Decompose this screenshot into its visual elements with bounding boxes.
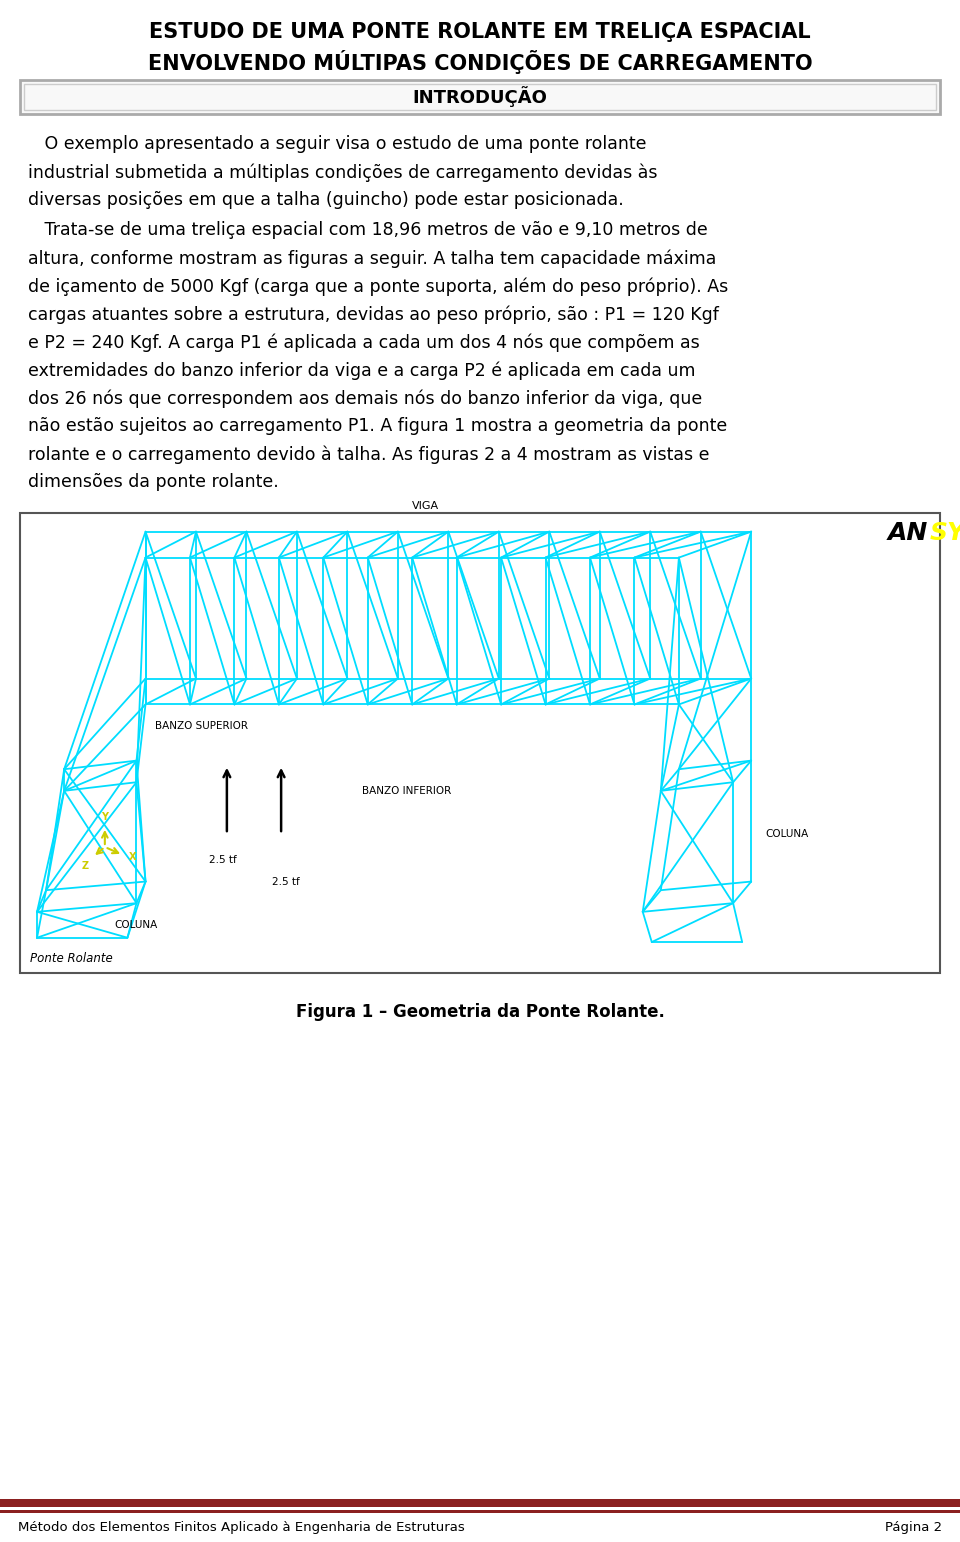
Text: Ponte Rolante: Ponte Rolante — [30, 951, 112, 965]
Text: BANZO INFERIOR: BANZO INFERIOR — [363, 786, 452, 796]
Text: Figura 1 – Geometria da Ponte Rolante.: Figura 1 – Geometria da Ponte Rolante. — [296, 1002, 664, 1021]
Text: AN: AN — [888, 521, 928, 544]
Text: industrial submetida a múltiplas condições de carregamento devidas às: industrial submetida a múltiplas condiçõ… — [28, 163, 658, 182]
Text: 2.5 tf: 2.5 tf — [209, 854, 236, 865]
Bar — [24, 83, 936, 109]
Bar — [0, 1510, 960, 1513]
Text: O exemplo apresentado a seguir visa o estudo de uma ponte rolante: O exemplo apresentado a seguir visa o es… — [28, 136, 646, 153]
Text: dos 26 nós que correspondem aos demais nós do banzo inferior da viga, que: dos 26 nós que correspondem aos demais n… — [28, 389, 703, 407]
Text: Método dos Elementos Finitos Aplicado à Engenharia de Estruturas: Método dos Elementos Finitos Aplicado à … — [18, 1522, 465, 1534]
Text: VIGA: VIGA — [412, 501, 440, 510]
Text: X: X — [129, 853, 136, 862]
Text: INTRODUÇÃO: INTRODUÇÃO — [413, 86, 547, 108]
Text: COLUNA: COLUNA — [766, 830, 809, 839]
Text: SYS: SYS — [930, 521, 960, 544]
Text: 2.5 tf: 2.5 tf — [272, 876, 300, 887]
Bar — [0, 1499, 960, 1507]
Text: rolante e o carregamento devido à talha. As figuras 2 a 4 mostram as vistas e: rolante e o carregamento devido à talha.… — [28, 446, 709, 464]
Text: Y: Y — [102, 813, 108, 822]
Text: BANZO SUPERIOR: BANZO SUPERIOR — [155, 722, 248, 731]
Text: dimensões da ponte rolante.: dimensões da ponte rolante. — [28, 473, 278, 490]
Bar — [20, 513, 940, 973]
Text: Trata-se de uma treliça espacial com 18,96 metros de vão e 9,10 metros de: Trata-se de uma treliça espacial com 18,… — [28, 221, 708, 239]
Text: COLUNA: COLUNA — [115, 919, 158, 930]
Text: não estão sujeitos ao carregamento P1. A figura 1 mostra a geometria da ponte: não estão sujeitos ao carregamento P1. A… — [28, 416, 728, 435]
Text: diversas posições em que a talha (guincho) pode estar posicionada.: diversas posições em que a talha (guinch… — [28, 191, 624, 210]
Text: cargas atuantes sobre a estrutura, devidas ao peso próprio, são : P1 = 120 Kgf: cargas atuantes sobre a estrutura, devid… — [28, 305, 719, 324]
Text: Página 2: Página 2 — [885, 1522, 942, 1534]
Text: ESTUDO DE UMA PONTE ROLANTE EM TRELIÇA ESPACIAL: ESTUDO DE UMA PONTE ROLANTE EM TRELIÇA E… — [149, 22, 811, 42]
Bar — [20, 80, 940, 114]
Text: e P2 = 240 Kgf. A carga P1 é aplicada a cada um dos 4 nós que compõem as: e P2 = 240 Kgf. A carga P1 é aplicada a … — [28, 333, 700, 352]
Text: altura, conforme mostram as figuras a seguir. A talha tem capacidade máxima: altura, conforme mostram as figuras a se… — [28, 248, 716, 267]
Text: ENVOLVENDO MÚLTIPAS CONDIÇÕES DE CARREGAMENTO: ENVOLVENDO MÚLTIPAS CONDIÇÕES DE CARREGA… — [148, 49, 812, 74]
Text: extremidades do banzo inferior da viga e a carga P2 é aplicada em cada um: extremidades do banzo inferior da viga e… — [28, 361, 695, 379]
Text: Z: Z — [82, 860, 89, 871]
Text: de içamento de 5000 Kgf (carga que a ponte suporta, além do peso próprio). As: de içamento de 5000 Kgf (carga que a pon… — [28, 278, 729, 296]
